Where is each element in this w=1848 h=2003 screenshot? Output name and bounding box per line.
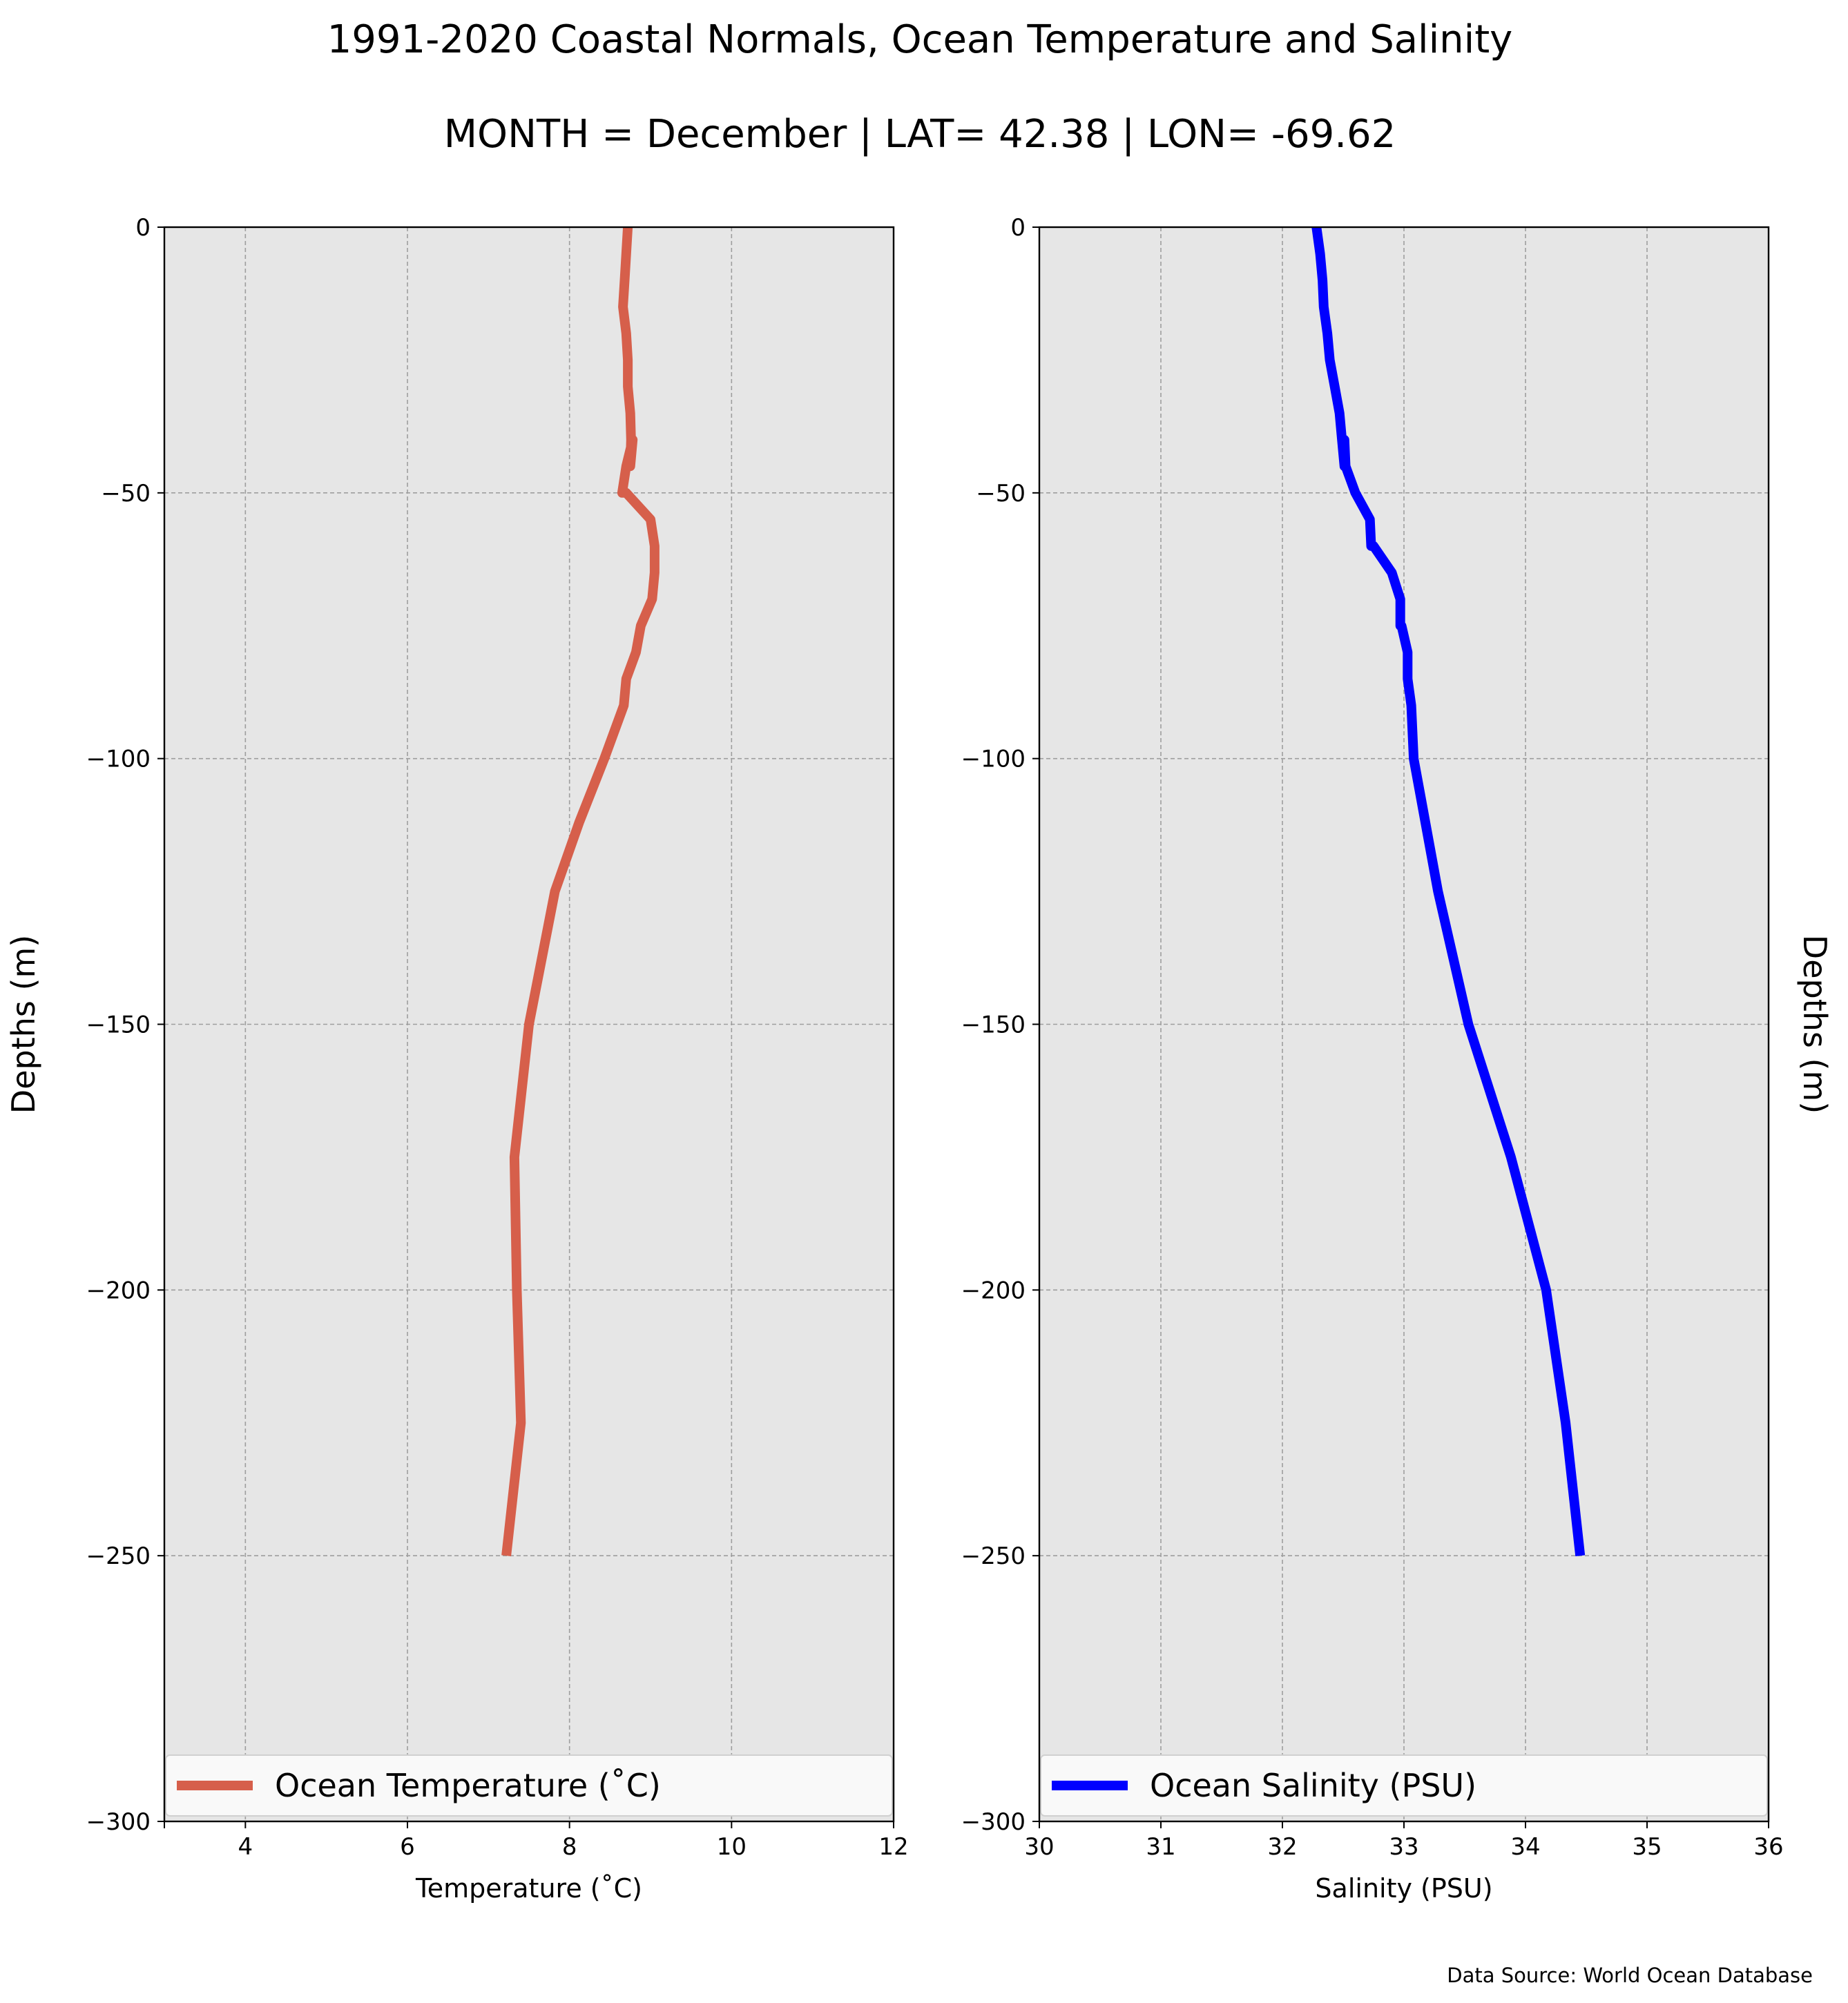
- data-source-note: Data Source: World Ocean Database: [1447, 1964, 1813, 1987]
- x-tick-label: 12: [878, 1833, 908, 1861]
- y-tick-label: −150: [961, 1012, 1026, 1039]
- legend-label: Ocean Salinity (PSU): [1150, 1767, 1476, 1804]
- x-tick-label: 34: [1510, 1833, 1540, 1861]
- chart-subtitle: MONTH = December | LAT= 42.38 | LON= -69…: [444, 112, 1396, 157]
- x-tick-label: 8: [562, 1833, 577, 1861]
- y-tick-label: 0: [135, 214, 151, 242]
- y-tick-label: −100: [86, 746, 151, 773]
- y-axis-label: Depths (m): [5, 935, 42, 1114]
- x-tick-label: 30: [1024, 1833, 1054, 1861]
- x-tick-label: 35: [1632, 1833, 1662, 1861]
- legend-label: Ocean Temperature (˚C): [275, 1767, 661, 1804]
- y-tick-label: −250: [86, 1542, 151, 1570]
- x-axis-label: Salinity (PSU): [1315, 1873, 1492, 1904]
- salinity-line: [1311, 226, 1586, 1556]
- x-tick-label: 10: [717, 1833, 747, 1861]
- y-tick-label: −50: [976, 480, 1026, 507]
- y-tick-label: −200: [86, 1277, 151, 1304]
- legend-box: [165, 1754, 893, 1817]
- y-axis-label: Depths (m): [1796, 935, 1833, 1114]
- x-tick-label: 4: [238, 1833, 253, 1861]
- y-tick-label: −250: [961, 1542, 1026, 1570]
- y-tick-label: −100: [961, 746, 1026, 773]
- x-tick-label: 32: [1267, 1833, 1297, 1861]
- temperature-panel: Ocean Temperature (˚C) 4 6 8 10 12 0 −50 −100 −15…: [5, 214, 909, 1904]
- x-tick-label: 31: [1146, 1833, 1175, 1861]
- salinity-panel: Ocean Salinity (PSU) 30 31 32 33 34 35 36 0 −50 −1…: [961, 214, 1833, 1904]
- y-tick-label: 0: [1010, 214, 1026, 242]
- temperature-line: [501, 226, 660, 1556]
- legend-box: [1040, 1754, 1768, 1817]
- x-axis-label: Temperature (˚C): [415, 1873, 642, 1904]
- chart-title: 1991-2020 Coastal Normals, Ocean Tempera…: [327, 17, 1513, 62]
- x-tick-label: 33: [1389, 1833, 1418, 1861]
- y-tick-label: −200: [961, 1277, 1026, 1304]
- y-tick-label: −150: [86, 1012, 151, 1039]
- x-tick-label: 6: [400, 1833, 415, 1861]
- y-tick-label: −50: [101, 480, 151, 507]
- y-tick-label: −300: [961, 1808, 1026, 1836]
- y-tick-label: −300: [86, 1808, 151, 1836]
- x-tick-label: 36: [1753, 1833, 1783, 1861]
